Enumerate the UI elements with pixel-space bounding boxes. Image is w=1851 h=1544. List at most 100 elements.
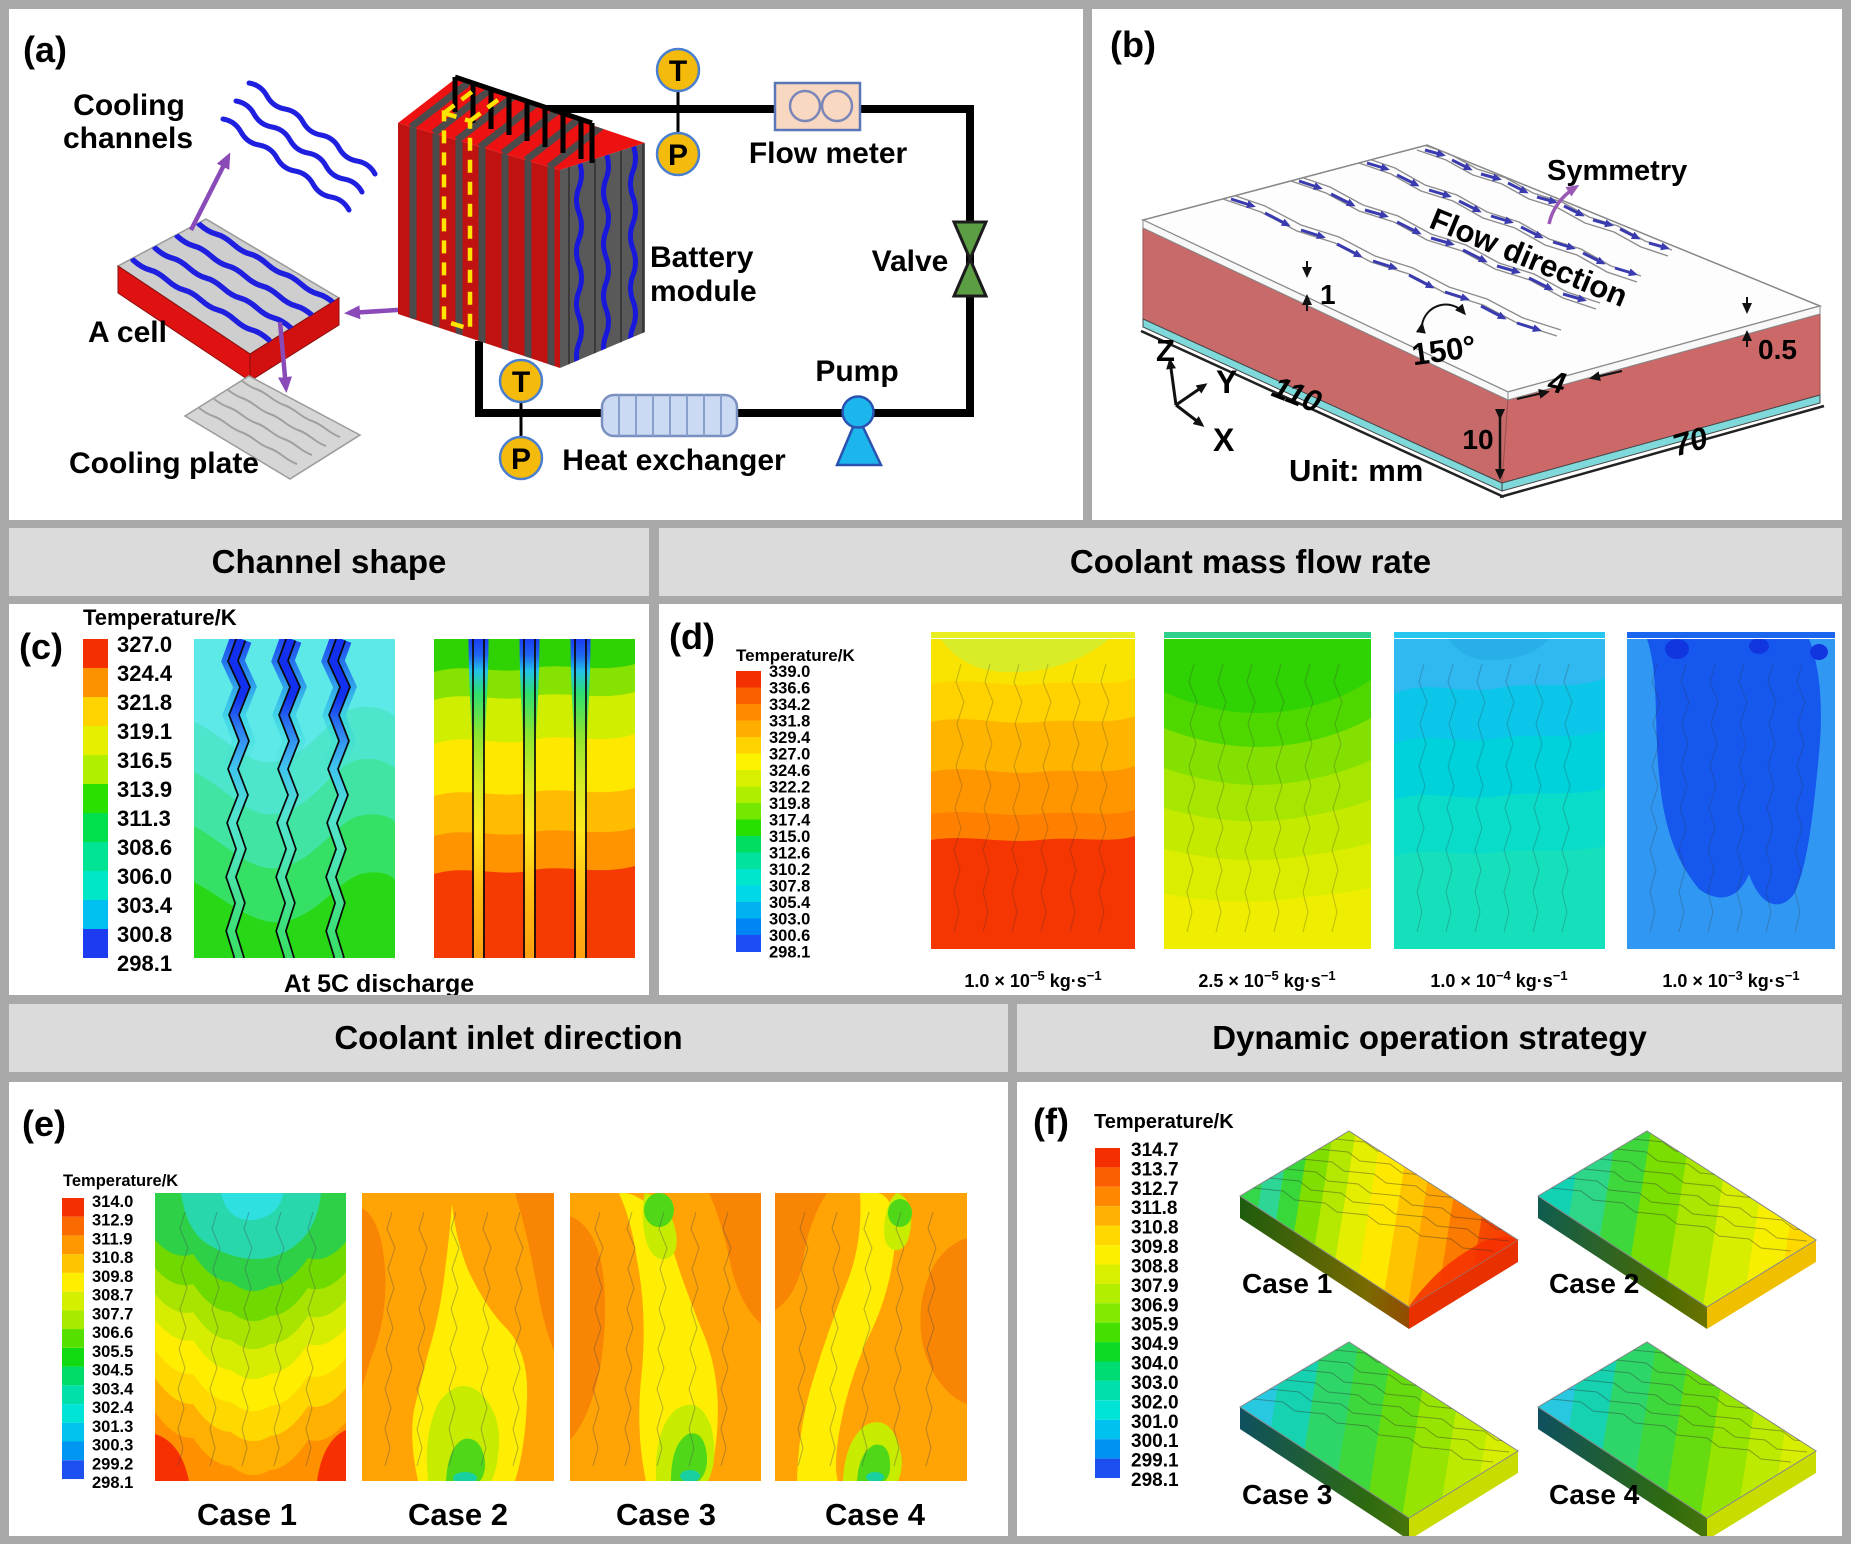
svg-text:301.0: 301.0 bbox=[1131, 1412, 1179, 1433]
svg-text:channels: channels bbox=[63, 122, 193, 155]
svg-text:303.0: 303.0 bbox=[1131, 1373, 1179, 1394]
svg-text:Unit: mm: Unit: mm bbox=[1289, 453, 1423, 488]
svg-text:298.1: 298.1 bbox=[92, 1474, 133, 1492]
svg-text:Valve: Valve bbox=[872, 245, 949, 278]
svg-text:300.3: 300.3 bbox=[92, 1437, 133, 1455]
svg-text:T: T bbox=[512, 366, 530, 399]
svg-text:324.4: 324.4 bbox=[117, 661, 173, 686]
svg-text:311.9: 311.9 bbox=[92, 1231, 132, 1249]
svg-text:298.1: 298.1 bbox=[117, 951, 172, 976]
svg-text:339.0: 339.0 bbox=[769, 663, 810, 681]
svg-text:(b): (b) bbox=[1110, 24, 1156, 65]
svg-text:314.0: 314.0 bbox=[92, 1193, 133, 1211]
svg-text:315.0: 315.0 bbox=[769, 828, 810, 846]
svg-text:310.2: 310.2 bbox=[769, 861, 810, 879]
svg-text:Temperature/K: Temperature/K bbox=[736, 646, 855, 665]
svg-text:327.0: 327.0 bbox=[117, 632, 172, 657]
svg-text:(f): (f) bbox=[1033, 1101, 1069, 1142]
svg-text:(e): (e) bbox=[22, 1103, 66, 1144]
svg-text:334.2: 334.2 bbox=[769, 696, 810, 714]
svg-text:T: T bbox=[669, 55, 687, 88]
svg-text:Case 4: Case 4 bbox=[1549, 1479, 1640, 1510]
svg-text:317.4: 317.4 bbox=[769, 812, 811, 830]
svg-text:304.5: 304.5 bbox=[92, 1362, 133, 1380]
svg-text:307.8: 307.8 bbox=[769, 878, 810, 896]
svg-text:304.0: 304.0 bbox=[1131, 1354, 1179, 1375]
svg-text:Z: Z bbox=[1156, 333, 1175, 368]
svg-text:1: 1 bbox=[1320, 279, 1336, 310]
svg-text:Case 1: Case 1 bbox=[1242, 1268, 1332, 1299]
svg-text:Temperature/K: Temperature/K bbox=[1094, 1111, 1234, 1133]
svg-text:Temperature/K: Temperature/K bbox=[83, 605, 237, 630]
svg-text:313.9: 313.9 bbox=[117, 777, 172, 802]
svg-text:319.1: 319.1 bbox=[117, 719, 172, 744]
svg-text:1.0 × 10−5 kg·s−1: 1.0 × 10−5 kg·s−1 bbox=[964, 968, 1101, 991]
svg-text:329.4: 329.4 bbox=[769, 729, 811, 747]
svg-text:309.8: 309.8 bbox=[92, 1268, 133, 1286]
svg-text:Case 1: Case 1 bbox=[197, 1497, 297, 1532]
svg-text:300.6: 300.6 bbox=[769, 927, 810, 945]
svg-text:module: module bbox=[650, 275, 757, 308]
svg-text:327.0: 327.0 bbox=[769, 746, 810, 764]
svg-text:306.9: 306.9 bbox=[1131, 1295, 1179, 1316]
svg-text:306.6: 306.6 bbox=[92, 1324, 133, 1342]
svg-text:309.8: 309.8 bbox=[1131, 1237, 1179, 1258]
svg-text:307.9: 307.9 bbox=[1131, 1276, 1179, 1297]
svg-text:300.8: 300.8 bbox=[117, 922, 172, 947]
svg-text:299.2: 299.2 bbox=[92, 1455, 133, 1473]
svg-text:303.4: 303.4 bbox=[117, 893, 173, 918]
svg-text:299.1: 299.1 bbox=[1131, 1451, 1179, 1472]
svg-text:336.6: 336.6 bbox=[769, 680, 810, 698]
svg-text:(d): (d) bbox=[669, 616, 715, 657]
svg-text:Heat exchanger: Heat exchanger bbox=[562, 444, 786, 477]
svg-text:Case 4: Case 4 bbox=[825, 1497, 926, 1532]
svg-text:Battery: Battery bbox=[650, 241, 754, 274]
svg-text:Flow meter: Flow meter bbox=[749, 137, 908, 170]
svg-text:Pump: Pump bbox=[815, 355, 898, 388]
svg-text:Symmetry: Symmetry bbox=[1547, 155, 1687, 187]
svg-text:316.5: 316.5 bbox=[117, 748, 172, 773]
svg-text:312.9: 312.9 bbox=[92, 1212, 133, 1230]
svg-text:Cooling plate: Cooling plate bbox=[69, 447, 259, 480]
svg-text:306.0: 306.0 bbox=[117, 864, 172, 889]
svg-text:305.5: 305.5 bbox=[92, 1343, 133, 1361]
svg-text:307.7: 307.7 bbox=[92, 1305, 133, 1323]
svg-text:10: 10 bbox=[1462, 424, 1493, 455]
svg-text:312.6: 312.6 bbox=[769, 845, 810, 863]
svg-text:302.4: 302.4 bbox=[92, 1399, 134, 1417]
svg-text:322.2: 322.2 bbox=[769, 779, 810, 797]
svg-text:P: P bbox=[511, 443, 531, 476]
svg-text:P: P bbox=[668, 139, 688, 172]
svg-text:301.3: 301.3 bbox=[92, 1418, 133, 1436]
svg-text:303.0: 303.0 bbox=[769, 911, 810, 929]
svg-text:310.8: 310.8 bbox=[92, 1249, 133, 1267]
svg-text:305.4: 305.4 bbox=[769, 894, 811, 912]
svg-text:331.8: 331.8 bbox=[769, 713, 810, 731]
svg-text:2.5 × 10−5 kg·s−1: 2.5 × 10−5 kg·s−1 bbox=[1198, 968, 1335, 991]
svg-text:1.0 × 10−4 kg·s−1: 1.0 × 10−4 kg·s−1 bbox=[1430, 968, 1567, 991]
svg-text:Y: Y bbox=[1216, 364, 1237, 400]
svg-text:Case 2: Case 2 bbox=[408, 1497, 508, 1532]
svg-text:311.3: 311.3 bbox=[117, 806, 171, 831]
svg-text:321.8: 321.8 bbox=[117, 690, 172, 715]
svg-text:313.7: 313.7 bbox=[1131, 1159, 1179, 1180]
svg-text:314.7: 314.7 bbox=[1131, 1140, 1179, 1161]
svg-text:Case 3: Case 3 bbox=[1242, 1479, 1332, 1510]
svg-text:324.6: 324.6 bbox=[769, 762, 810, 780]
svg-text:298.1: 298.1 bbox=[1131, 1470, 1179, 1491]
svg-text:A cell: A cell bbox=[88, 316, 167, 349]
svg-text:308.7: 308.7 bbox=[92, 1287, 133, 1305]
svg-text:303.4: 303.4 bbox=[92, 1380, 134, 1398]
svg-text:308.8: 308.8 bbox=[1131, 1257, 1179, 1278]
svg-text:Cooling: Cooling bbox=[73, 89, 185, 122]
svg-text:310.8: 310.8 bbox=[1131, 1218, 1179, 1239]
svg-text:1.0 × 10−3 kg·s−1: 1.0 × 10−3 kg·s−1 bbox=[1662, 968, 1799, 991]
svg-text:302.0: 302.0 bbox=[1131, 1392, 1179, 1413]
svg-text:312.7: 312.7 bbox=[1131, 1179, 1179, 1200]
svg-text:305.9: 305.9 bbox=[1131, 1315, 1179, 1336]
svg-text:319.8: 319.8 bbox=[769, 795, 810, 813]
svg-text:Case 3: Case 3 bbox=[616, 1497, 716, 1532]
svg-text:0.5: 0.5 bbox=[1758, 334, 1797, 365]
svg-text:308.6: 308.6 bbox=[117, 835, 172, 860]
svg-text:300.1: 300.1 bbox=[1131, 1431, 1179, 1452]
